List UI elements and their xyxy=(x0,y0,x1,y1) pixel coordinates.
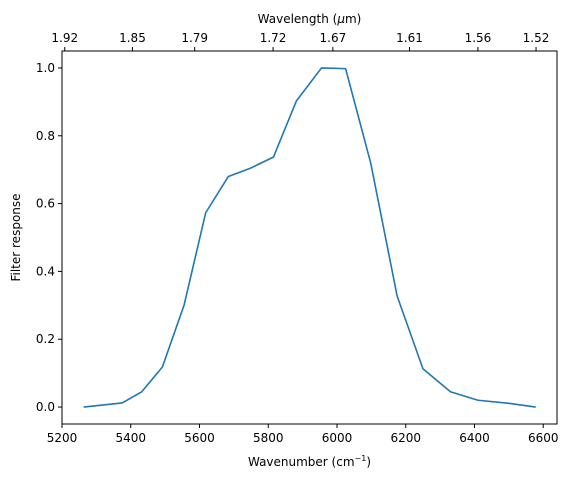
y-tick-label: 0.8 xyxy=(36,129,55,143)
top-x-axis: 1.92 1.85 1.79 1.72 1.67 1.61 1.56 1.52 xyxy=(51,31,549,51)
x-tick-label: 5600 xyxy=(184,431,215,445)
y-tick-label: 0.0 xyxy=(36,400,55,414)
bottom-x-axis: 5200 5400 5600 5800 6000 6200 6400 6600 xyxy=(47,424,559,445)
x-tick-label: 6000 xyxy=(322,431,353,445)
x-tick-label: 5400 xyxy=(115,431,146,445)
x-tick-label: 6200 xyxy=(390,431,421,445)
top-x-axis-label: Wavelength (μm) xyxy=(258,12,362,26)
top-tick-label: 1.92 xyxy=(51,31,78,45)
top-tick-label: 1.79 xyxy=(181,31,208,45)
y-tick-label: 0.4 xyxy=(36,264,55,278)
y-tick-label: 0.2 xyxy=(36,332,55,346)
plot-frame xyxy=(61,50,558,425)
top-tick-label: 1.52 xyxy=(523,31,550,45)
top-tick-label: 1.67 xyxy=(320,31,347,45)
top-tick-label: 1.85 xyxy=(119,31,146,45)
top-tick-label: 1.61 xyxy=(396,31,423,45)
y-axis-label: Filter response xyxy=(9,193,23,281)
x-tick-label: 5800 xyxy=(253,431,284,445)
top-tick-label: 1.72 xyxy=(260,31,287,45)
filter-response-line xyxy=(83,67,536,408)
y-axis: 0.0 0.2 0.4 0.6 0.8 1.0 xyxy=(36,61,62,414)
x-tick-label: 6600 xyxy=(528,431,559,445)
plot-series xyxy=(83,67,536,408)
x-tick-label: 5200 xyxy=(47,431,78,445)
top-tick-label: 1.56 xyxy=(465,31,492,45)
y-tick-label: 1.0 xyxy=(36,61,55,75)
x-axis-label: Wavenumber (cm−1) xyxy=(248,454,371,469)
y-tick-label: 0.6 xyxy=(36,197,55,211)
x-tick-label: 6400 xyxy=(459,431,490,445)
